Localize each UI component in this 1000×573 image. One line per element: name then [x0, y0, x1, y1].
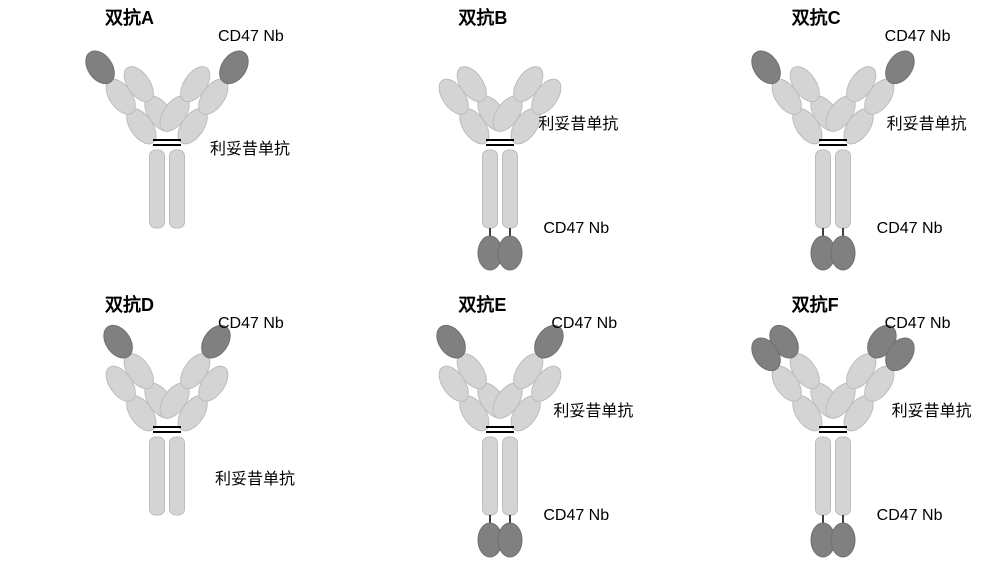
cd47-label: CD47 Nb	[885, 28, 951, 46]
panel-D: 双抗DCD47 Nb利妥昔单抗	[0, 287, 333, 573]
panel-F: 双抗FCD47 NbCD47 Nb利妥昔单抗	[667, 287, 1000, 573]
cd47-label: CD47 Nb	[543, 220, 609, 238]
cd47-label-bottom: CD47 Nb	[877, 220, 943, 238]
antibody-svg	[67, 311, 267, 561]
panel-C: 双抗CCD47 NbCD47 Nb利妥昔单抗	[667, 0, 1000, 287]
cd47-label-bottom: CD47 Nb	[877, 507, 943, 525]
rituximab-label: 利妥昔单抗	[210, 135, 290, 159]
panel-B: 双抗BCD47 Nb利妥昔单抗	[333, 0, 666, 287]
panel-E: 双抗ECD47 NbCD47 Nb利妥昔单抗	[333, 287, 666, 573]
panel-grid: 双抗ACD47 Nb利妥昔单抗双抗BCD47 Nb利妥昔单抗双抗CCD47 Nb…	[0, 0, 1000, 573]
panel-A: 双抗ACD47 Nb利妥昔单抗	[0, 0, 333, 287]
rituximab-label: 利妥昔单抗	[892, 397, 972, 421]
rituximab-label: 利妥昔单抗	[538, 110, 618, 134]
cd47-label: CD47 Nb	[885, 315, 951, 333]
cd47-label-bottom: CD47 Nb	[543, 507, 609, 525]
rituximab-label: 利妥昔单抗	[887, 110, 967, 134]
antibody-diagram	[67, 311, 267, 561]
cd47-label: CD47 Nb	[551, 315, 617, 333]
rituximab-label: 利妥昔单抗	[553, 397, 633, 421]
rituximab-label: 利妥昔单抗	[215, 465, 295, 489]
cd47-label: CD47 Nb	[218, 28, 284, 46]
cd47-label: CD47 Nb	[218, 315, 284, 333]
